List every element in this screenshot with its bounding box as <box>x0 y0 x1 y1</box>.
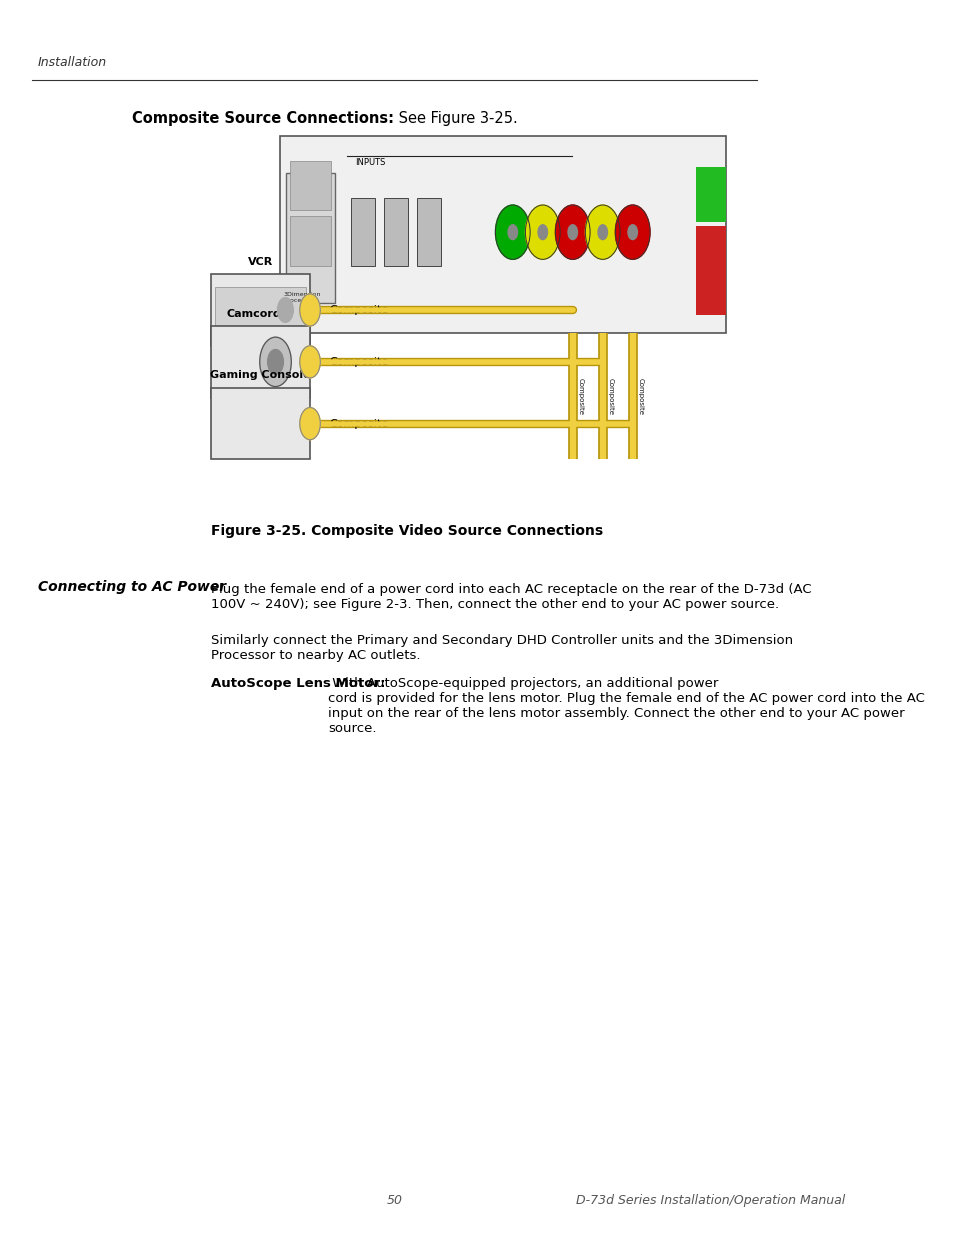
Text: Similarly connect the Primary and Secondary DHD Controller units and the 3Dimens: Similarly connect the Primary and Second… <box>212 634 793 662</box>
FancyBboxPatch shape <box>215 287 306 333</box>
Circle shape <box>495 205 530 259</box>
Text: Plug the female end of a power cord into each AC receptacle on the rear of the D: Plug the female end of a power cord into… <box>212 583 811 611</box>
Text: 3Dimension
Processor: 3Dimension Processor <box>284 291 321 303</box>
FancyBboxPatch shape <box>212 326 310 398</box>
FancyBboxPatch shape <box>695 167 725 222</box>
FancyBboxPatch shape <box>280 136 725 333</box>
Text: Camcorder: Camcorder <box>227 309 294 319</box>
Text: AutoScope Lens Motor:: AutoScope Lens Motor: <box>212 677 386 690</box>
Text: INPUTS: INPUTS <box>355 158 385 167</box>
Text: Gaming Console: Gaming Console <box>211 370 311 380</box>
Circle shape <box>615 205 649 259</box>
Circle shape <box>508 225 517 240</box>
Text: Composite Source Connections:: Composite Source Connections: <box>132 111 394 126</box>
FancyBboxPatch shape <box>212 388 310 459</box>
FancyBboxPatch shape <box>416 198 440 266</box>
Text: Composite: Composite <box>577 378 583 415</box>
Circle shape <box>525 205 559 259</box>
Text: Connecting to AC Power: Connecting to AC Power <box>38 580 226 594</box>
FancyBboxPatch shape <box>212 274 310 346</box>
Circle shape <box>299 408 320 440</box>
Text: With AutoScope-equipped projectors, an additional power
cord is provided for the: With AutoScope-equipped projectors, an a… <box>328 677 924 735</box>
Text: VCR: VCR <box>248 257 274 267</box>
Circle shape <box>598 225 607 240</box>
Text: 50: 50 <box>386 1194 402 1207</box>
Circle shape <box>299 346 320 378</box>
Text: Composite: Composite <box>637 378 642 415</box>
FancyBboxPatch shape <box>695 226 725 315</box>
Circle shape <box>277 298 293 322</box>
Text: Composite: Composite <box>330 419 389 429</box>
Circle shape <box>555 205 590 259</box>
Circle shape <box>259 337 291 387</box>
Circle shape <box>268 350 283 374</box>
FancyBboxPatch shape <box>290 216 331 266</box>
Circle shape <box>567 225 577 240</box>
FancyBboxPatch shape <box>351 198 375 266</box>
Circle shape <box>585 205 619 259</box>
Text: Installation: Installation <box>38 56 107 69</box>
Text: Figure 3-25. Composite Video Source Connections: Figure 3-25. Composite Video Source Conn… <box>212 524 603 537</box>
Text: D-73d Series Installation/Operation Manual: D-73d Series Installation/Operation Manu… <box>576 1194 844 1207</box>
Circle shape <box>627 225 637 240</box>
FancyBboxPatch shape <box>384 198 408 266</box>
Text: Composite: Composite <box>330 357 389 367</box>
FancyBboxPatch shape <box>286 173 335 303</box>
Text: See Figure 3-25.: See Figure 3-25. <box>394 111 517 126</box>
Text: Composite: Composite <box>330 305 389 315</box>
Text: Composite: Composite <box>607 378 613 415</box>
Circle shape <box>299 294 320 326</box>
Circle shape <box>537 225 547 240</box>
FancyBboxPatch shape <box>290 161 331 210</box>
